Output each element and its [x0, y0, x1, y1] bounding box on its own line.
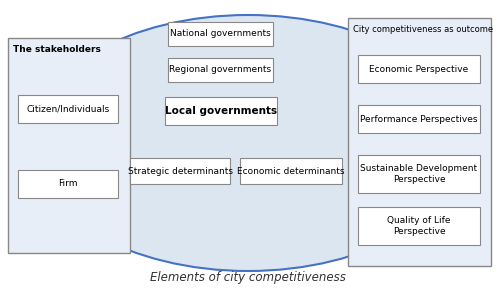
FancyBboxPatch shape: [130, 158, 230, 184]
Text: Citizen/Individuals: Citizen/Individuals: [26, 105, 110, 113]
Ellipse shape: [30, 15, 466, 271]
FancyBboxPatch shape: [358, 105, 480, 133]
FancyBboxPatch shape: [358, 55, 480, 83]
Text: Sustainable Development
Perspective: Sustainable Development Perspective: [360, 164, 478, 184]
Text: Strategic determinants: Strategic determinants: [128, 166, 232, 176]
FancyBboxPatch shape: [8, 38, 130, 253]
Text: Quality of Life
Perspective: Quality of Life Perspective: [387, 216, 451, 236]
Text: The stakeholders: The stakeholders: [13, 45, 101, 54]
FancyBboxPatch shape: [18, 95, 118, 123]
FancyBboxPatch shape: [358, 207, 480, 245]
Text: City competitiveness as outcome: City competitiveness as outcome: [353, 25, 493, 33]
Text: Economic Perspective: Economic Perspective: [370, 64, 468, 74]
Text: Performance Perspectives: Performance Perspectives: [360, 115, 478, 124]
FancyBboxPatch shape: [18, 170, 118, 198]
FancyBboxPatch shape: [168, 22, 273, 46]
Text: Local governments: Local governments: [165, 106, 277, 116]
Text: Economic determinants: Economic determinants: [238, 166, 345, 176]
FancyBboxPatch shape: [358, 155, 480, 193]
Text: Regional governments: Regional governments: [170, 66, 272, 74]
FancyBboxPatch shape: [165, 97, 277, 125]
FancyBboxPatch shape: [348, 18, 491, 266]
Text: Elements of city competitiveness: Elements of city competitiveness: [150, 272, 346, 285]
FancyBboxPatch shape: [168, 58, 273, 82]
FancyBboxPatch shape: [240, 158, 342, 184]
Text: National governments: National governments: [170, 30, 271, 38]
Text: Firm: Firm: [58, 180, 78, 188]
